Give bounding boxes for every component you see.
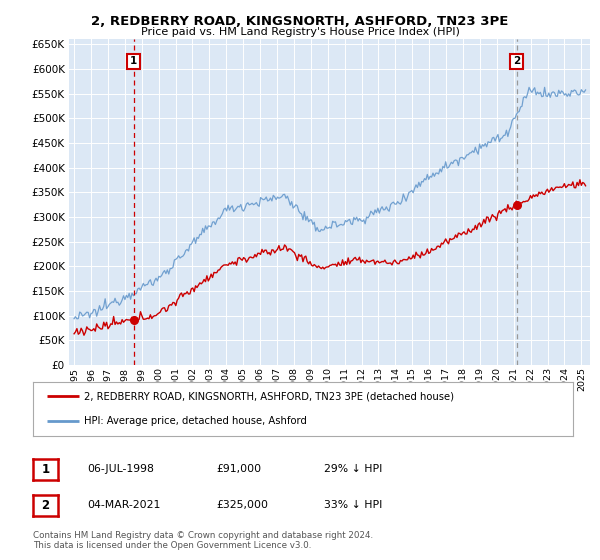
Text: Contains HM Land Registry data © Crown copyright and database right 2024.
This d: Contains HM Land Registry data © Crown c… [33, 531, 373, 550]
Text: 29% ↓ HPI: 29% ↓ HPI [324, 464, 382, 474]
Text: 1: 1 [130, 57, 137, 67]
Text: £325,000: £325,000 [216, 500, 268, 510]
Text: 2, REDBERRY ROAD, KINGSNORTH, ASHFORD, TN23 3PE (detached house): 2, REDBERRY ROAD, KINGSNORTH, ASHFORD, T… [84, 391, 454, 402]
Text: 2: 2 [41, 499, 50, 512]
Text: £91,000: £91,000 [216, 464, 261, 474]
Text: 33% ↓ HPI: 33% ↓ HPI [324, 500, 382, 510]
Text: 2: 2 [513, 57, 520, 67]
Text: 2, REDBERRY ROAD, KINGSNORTH, ASHFORD, TN23 3PE: 2, REDBERRY ROAD, KINGSNORTH, ASHFORD, T… [91, 15, 509, 27]
Text: Price paid vs. HM Land Registry's House Price Index (HPI): Price paid vs. HM Land Registry's House … [140, 27, 460, 37]
Text: 04-MAR-2021: 04-MAR-2021 [87, 500, 160, 510]
Text: 1: 1 [41, 463, 50, 477]
Text: 06-JUL-1998: 06-JUL-1998 [87, 464, 154, 474]
Text: HPI: Average price, detached house, Ashford: HPI: Average price, detached house, Ashf… [84, 416, 307, 426]
